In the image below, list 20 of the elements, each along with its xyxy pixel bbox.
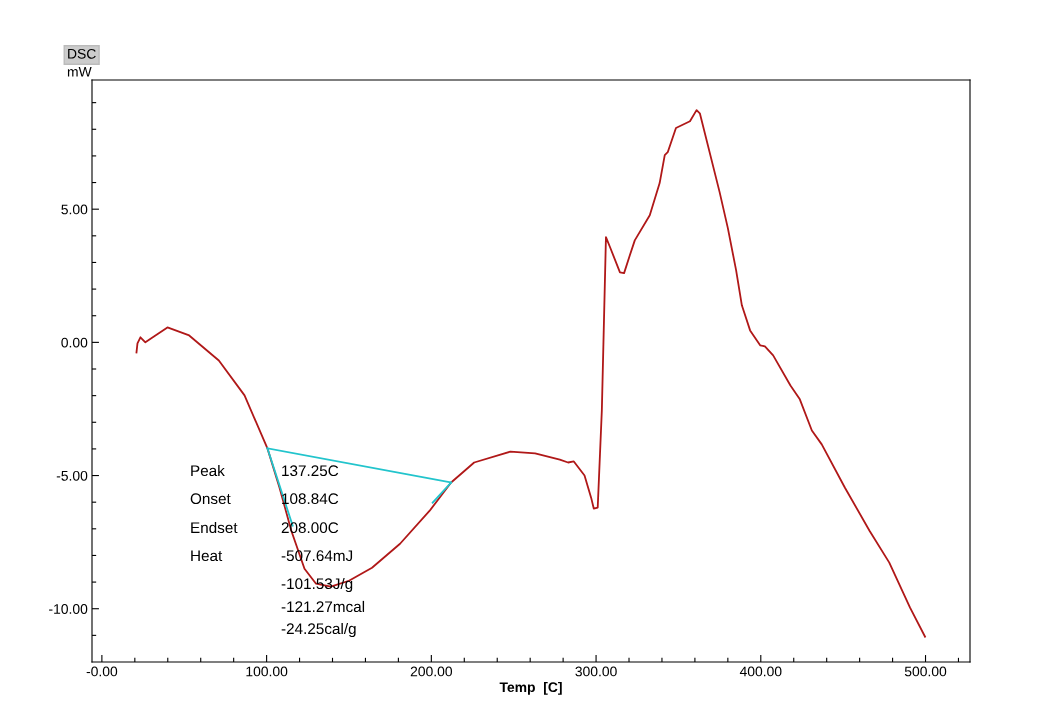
y-axis-title: DSC mW [67,48,96,77]
x-tick-label: -0.00 [86,666,118,677]
annotation: Onset [190,493,231,505]
y-tick-label: -10.00 [49,604,88,614]
x-tick-label: 400.00 [739,666,782,677]
x-axis-title: Temp [C] [499,681,562,695]
annotation: -121.27mcal [281,600,365,613]
x-tick-label: 200.00 [410,666,453,677]
x-tick-label: 300.00 [575,666,617,677]
x-tick-label: 100.00 [246,666,288,677]
annotation: 137.25C [282,465,339,477]
y-tick-label: 0.00 [61,337,88,348]
annotation: Peak [191,464,225,477]
x-tick-label: 500.00 [904,666,947,677]
y-tick-label: -5.00 [56,470,88,481]
annotation: -24.25cal/g [281,622,356,638]
annotation: -101.53J/g [281,577,353,593]
y-tick-label: 5.00 [61,204,88,215]
annotation: Heat [191,550,223,562]
annotation: Endset [191,521,238,534]
